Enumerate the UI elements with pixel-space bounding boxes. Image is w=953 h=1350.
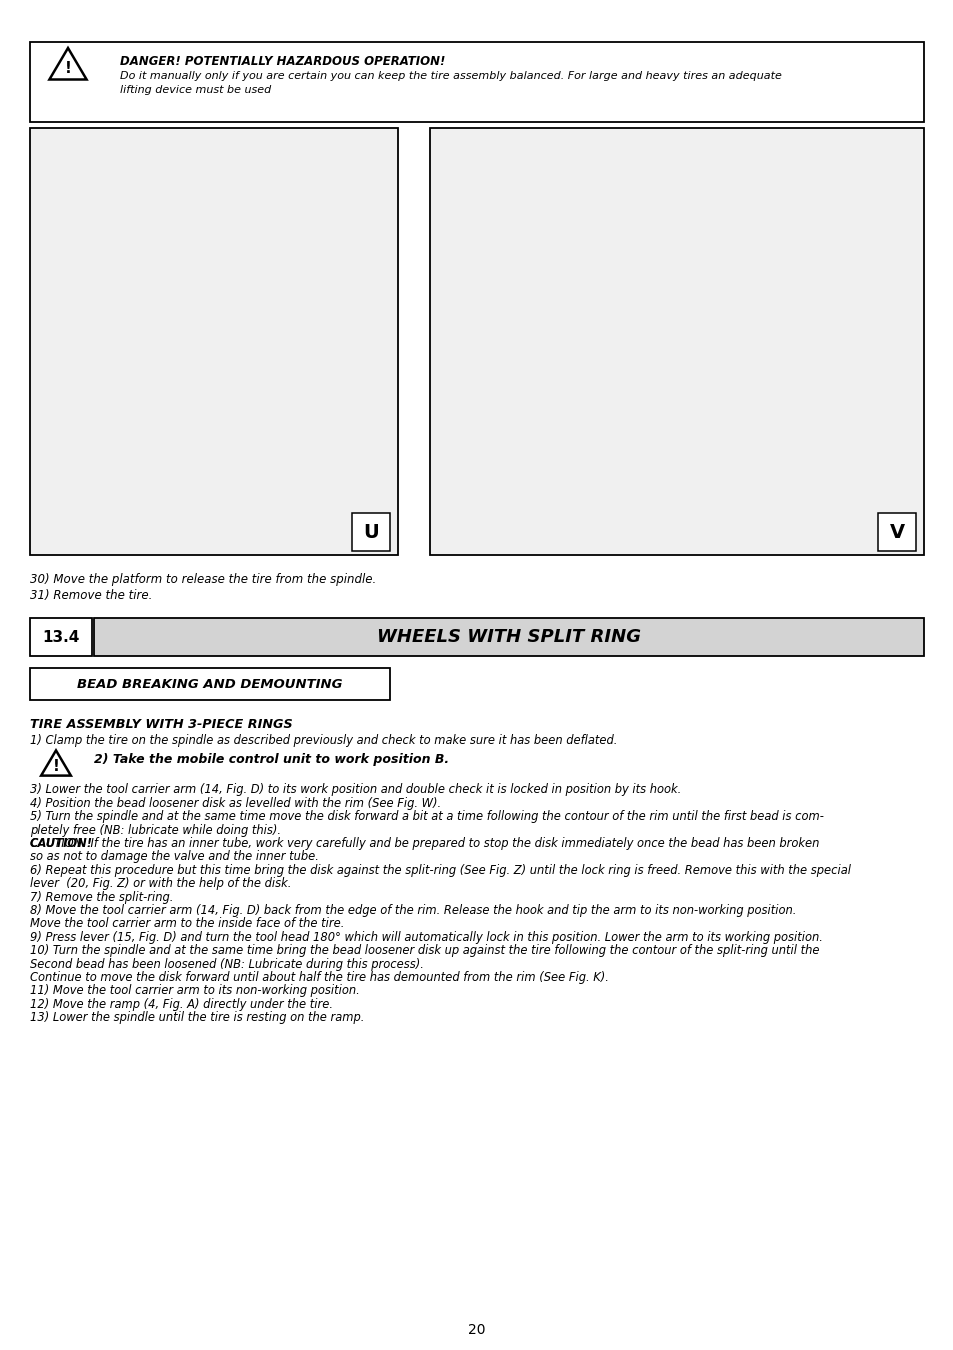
FancyBboxPatch shape [30, 128, 397, 555]
FancyBboxPatch shape [430, 128, 923, 555]
Text: U: U [363, 522, 378, 541]
Text: 12) Move the ramp (4, Fig. A) directly under the tire.: 12) Move the ramp (4, Fig. A) directly u… [30, 998, 333, 1011]
Text: Do it manually only if you are certain you can keep the tire assembly balanced. : Do it manually only if you are certain y… [120, 72, 781, 81]
Text: 3) Lower the tool carrier arm (14, Fig. D) to its work position and double check: 3) Lower the tool carrier arm (14, Fig. … [30, 783, 680, 796]
Text: Second bead has been loosened (NB: Lubricate during this process).: Second bead has been loosened (NB: Lubri… [30, 957, 423, 971]
Text: 10) Turn the spindle and at the same time bring the bead loosener disk up agains: 10) Turn the spindle and at the same tim… [30, 944, 819, 957]
Text: Move the tool carrier arm to the inside face of the tire.: Move the tool carrier arm to the inside … [30, 918, 344, 930]
Text: lever  (20, Fig. Z) or with the help of the disk.: lever (20, Fig. Z) or with the help of t… [30, 878, 291, 890]
Text: 8) Move the tool carrier arm (14, Fig. D) back from the edge of the rim. Release: 8) Move the tool carrier arm (14, Fig. D… [30, 904, 796, 917]
Text: 13) Lower the spindle until the tire is resting on the ramp.: 13) Lower the spindle until the tire is … [30, 1011, 364, 1025]
Text: 20: 20 [468, 1323, 485, 1336]
Text: 31) Remove the tire.: 31) Remove the tire. [30, 589, 152, 602]
Text: TIRE ASSEMBLY WITH 3-PIECE RINGS: TIRE ASSEMBLY WITH 3-PIECE RINGS [30, 718, 293, 730]
Polygon shape [41, 751, 71, 776]
Text: 30) Move the platform to release the tire from the spindle.: 30) Move the platform to release the tir… [30, 572, 375, 586]
Text: CAUTION! If the tire has an inner tube, work very carefully and be prepared to s: CAUTION! If the tire has an inner tube, … [30, 837, 819, 850]
Text: !: ! [52, 759, 59, 775]
Text: WHEELS WITH SPLIT RING: WHEELS WITH SPLIT RING [376, 628, 640, 647]
Text: CAUTION!: CAUTION! [30, 837, 92, 850]
FancyBboxPatch shape [877, 513, 915, 551]
Text: DANGER! POTENTIALLY HAZARDOUS OPERATION!: DANGER! POTENTIALLY HAZARDOUS OPERATION! [120, 55, 445, 68]
Text: BEAD BREAKING AND DEMOUNTING: BEAD BREAKING AND DEMOUNTING [77, 678, 342, 690]
Text: 5) Turn the spindle and at the same time move the disk forward a bit at a time f: 5) Turn the spindle and at the same time… [30, 810, 823, 824]
FancyBboxPatch shape [352, 513, 390, 551]
Text: 6) Repeat this procedure but this time bring the disk against the split-ring (Se: 6) Repeat this procedure but this time b… [30, 864, 850, 876]
Text: 13.4: 13.4 [42, 629, 80, 644]
Text: !: ! [65, 61, 71, 76]
FancyBboxPatch shape [94, 618, 923, 656]
FancyBboxPatch shape [30, 42, 923, 122]
Text: so as not to damage the valve and the inner tube.: so as not to damage the valve and the in… [30, 850, 318, 864]
FancyBboxPatch shape [30, 618, 91, 656]
Polygon shape [50, 49, 87, 80]
Text: 2) Take the mobile control unit to work position B.: 2) Take the mobile control unit to work … [94, 753, 449, 767]
Text: 4) Position the bead loosener disk as levelled with the rim (See Fig. W).: 4) Position the bead loosener disk as le… [30, 796, 440, 810]
Text: Continue to move the disk forward until about half the tire has demounted from t: Continue to move the disk forward until … [30, 971, 608, 984]
Text: 9) Press lever (15, Fig. D) and turn the tool head 180° which will automatically: 9) Press lever (15, Fig. D) and turn the… [30, 930, 822, 944]
Text: 7) Remove the split-ring.: 7) Remove the split-ring. [30, 891, 173, 903]
Text: V: V [888, 522, 903, 541]
Text: lifting device must be used: lifting device must be used [120, 85, 271, 94]
Text: 1) Clamp the tire on the spindle as described previously and check to make sure : 1) Clamp the tire on the spindle as desc… [30, 734, 617, 747]
FancyBboxPatch shape [30, 668, 390, 701]
Text: pletely free (NB: lubricate while doing this).: pletely free (NB: lubricate while doing … [30, 824, 281, 837]
Text: 11) Move the tool carrier arm to its non-working position.: 11) Move the tool carrier arm to its non… [30, 984, 359, 998]
